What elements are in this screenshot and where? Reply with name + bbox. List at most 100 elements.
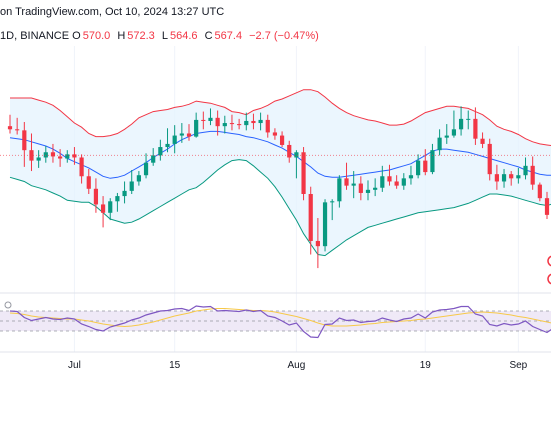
candle-body [179,133,184,136]
candle-body [487,143,492,175]
candle-body [186,133,192,137]
candle-body [523,165,528,176]
candle-body [480,138,485,144]
candle-body [165,143,170,148]
candle-body [7,126,13,130]
candle-body [36,157,41,161]
exchange-label: BINANCE [20,30,70,42]
candle-body [279,135,285,145]
candle-body [65,154,70,159]
candle-body [473,118,478,139]
candle-body [287,144,292,158]
high-value: 572.3 [127,30,155,42]
candle-body [365,189,371,193]
candle-body [93,188,99,205]
candle-body [172,135,177,144]
candles-group [7,106,550,269]
candle-body [136,175,141,182]
candle-body [494,174,499,182]
candle-body [194,119,199,137]
candle-body [294,152,299,158]
candle-body [201,119,206,121]
candle-body [530,165,535,185]
candle-body [394,181,399,186]
candle-body [544,198,550,215]
candle-body [22,130,27,151]
candle-body [501,174,507,182]
close-value: 567.4 [214,30,243,42]
candle-body [315,240,320,247]
candle-body [215,117,220,127]
open-value: 570.0 [82,30,111,42]
rsi-settings-icon [4,301,12,309]
snapshot-caption: on TradingView.com, Oct 10, 2024 13:27 U… [0,6,225,18]
candle-body [222,123,227,127]
candle-body [100,204,106,213]
bollinger-fill [10,89,551,256]
candle-body [258,119,263,124]
candle-body [43,152,48,158]
candle-body [509,174,514,179]
candle-body [337,178,342,202]
candle-body [151,155,156,163]
bollinger-upper-line [10,89,551,147]
candle-body [79,157,84,177]
candle-body [380,176,385,188]
candle-body [15,129,20,131]
candle-body [373,187,378,190]
low-value: 564.6 [169,30,198,42]
candle-body [308,194,313,241]
ohlc-legend: 1D, BINANCE O 570.0 H 572.3 L 564.6 C 567.4 … [0,30,319,42]
rsi-band-fill [0,311,551,331]
candle-body [50,152,56,157]
candle-body [466,118,471,120]
candle-body [158,147,163,156]
candle-body [444,135,449,138]
candle-body [423,160,428,173]
candle-body [115,196,120,202]
candle-body [129,181,134,191]
candle-body [330,201,335,203]
candle-body [387,176,392,182]
candle-body [29,150,34,161]
candle-body [537,184,542,199]
candle-body [322,202,328,247]
candle-body [208,117,213,121]
candle-body [416,160,421,176]
candle-body [143,162,149,176]
candle-body [122,190,127,197]
interval-label: 1D [0,30,15,42]
candle-body [458,118,464,130]
signal-marker [547,255,551,267]
candle-body [108,201,113,213]
candle-body [358,183,363,193]
candle-body [244,120,249,126]
rsi-line [9,305,551,339]
candle-body [408,175,414,179]
bollinger-lower-line [9,159,551,257]
candle-body [58,156,63,159]
candle-body [344,178,349,186]
rsi-ma-line [9,308,551,328]
x-tick-label: Jul [68,360,81,371]
candle-body [237,124,242,126]
candle-body [265,119,270,133]
x-tick-label: 15 [169,360,181,371]
candle-body [401,178,406,186]
x-tick-label: 19 [420,360,432,371]
candle-body [351,183,356,186]
candle-body [430,150,435,173]
bollinger-basis-line [9,130,551,179]
candle-body [86,176,91,189]
x-tick-label: Sep [509,360,527,371]
candle-body [72,154,77,158]
candle-body [301,152,306,194]
candle-body [251,120,256,124]
candle-body [516,175,521,179]
candle-body [229,123,235,125]
change-value: −2.7 (−0.47%) [249,30,319,42]
candle-body [437,137,442,151]
candle-body [451,129,457,136]
candle-body [272,132,278,136]
